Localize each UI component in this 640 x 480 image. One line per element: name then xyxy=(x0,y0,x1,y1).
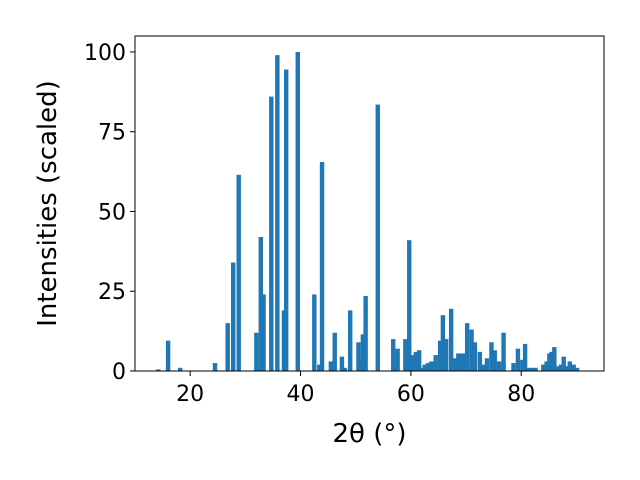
bar xyxy=(392,367,398,371)
bar xyxy=(363,296,368,371)
bar xyxy=(520,359,525,371)
x-axis-label: 2θ (°) xyxy=(332,419,406,449)
bar xyxy=(358,359,363,371)
bar xyxy=(391,339,396,371)
bar xyxy=(328,361,334,371)
bar xyxy=(544,361,549,371)
bar xyxy=(477,351,483,371)
bar xyxy=(492,350,497,371)
bar xyxy=(564,366,570,371)
bar xyxy=(269,96,274,372)
x-tick-label: 20 xyxy=(176,382,204,407)
y-tick-label: 0 xyxy=(112,360,126,385)
bar xyxy=(231,262,236,371)
bar xyxy=(155,369,161,371)
bar xyxy=(312,294,317,371)
bar xyxy=(356,342,361,371)
bar xyxy=(178,367,183,371)
x-axis-ticks: 20 40 60 80 xyxy=(176,371,535,407)
bar xyxy=(526,367,531,371)
bar xyxy=(419,367,425,371)
bar xyxy=(561,356,566,371)
y-tick-label: 50 xyxy=(98,200,126,225)
bar xyxy=(567,361,572,371)
bar xyxy=(522,343,528,371)
bar xyxy=(339,356,345,371)
bar xyxy=(409,355,415,371)
bar xyxy=(360,334,366,371)
bar xyxy=(515,348,521,371)
y-tick-label: 100 xyxy=(84,41,126,66)
bar xyxy=(437,340,443,371)
x-tick-label: 60 xyxy=(397,382,425,407)
bar xyxy=(574,367,580,371)
bar xyxy=(342,367,347,371)
bar xyxy=(547,353,552,371)
bar xyxy=(456,353,461,371)
plot-frame xyxy=(134,35,605,372)
bar xyxy=(317,364,322,371)
bar xyxy=(165,340,171,371)
bar xyxy=(275,55,280,371)
bar xyxy=(552,347,557,371)
bar xyxy=(462,353,467,371)
bar xyxy=(425,363,431,371)
bar xyxy=(496,361,502,371)
bar xyxy=(472,342,478,371)
bars-group xyxy=(155,51,580,372)
y-axis-label: Intensities (scaled) xyxy=(33,80,63,327)
bar xyxy=(440,315,446,371)
bar xyxy=(469,329,474,371)
bar xyxy=(375,104,380,371)
bar xyxy=(403,339,408,371)
bar xyxy=(295,51,300,371)
bar xyxy=(422,364,427,371)
bar xyxy=(395,348,400,371)
y-tick-label: 75 xyxy=(98,121,126,146)
bar xyxy=(261,294,266,371)
bar xyxy=(452,358,458,371)
bar xyxy=(254,332,259,371)
bar xyxy=(501,332,506,371)
bar xyxy=(225,323,230,371)
bar xyxy=(319,162,325,371)
bar xyxy=(554,366,560,371)
y-tick-label: 25 xyxy=(98,280,126,305)
bar xyxy=(571,364,576,371)
bar xyxy=(281,310,287,371)
bar xyxy=(413,351,419,371)
bar xyxy=(258,237,264,371)
bar xyxy=(558,364,564,371)
bar xyxy=(332,332,337,371)
x-tick-label: 40 xyxy=(287,382,315,407)
bar xyxy=(459,353,464,371)
bar xyxy=(429,361,434,371)
bar xyxy=(433,355,438,371)
bar xyxy=(533,367,538,371)
bar xyxy=(464,323,470,371)
bar xyxy=(484,358,490,371)
bar xyxy=(549,351,554,371)
bar xyxy=(530,367,535,371)
bar xyxy=(511,363,516,371)
bar xyxy=(443,339,449,371)
bar xyxy=(481,364,486,371)
bar xyxy=(407,240,412,371)
bar xyxy=(416,350,422,371)
bar xyxy=(489,342,494,371)
y-axis-ticks: 0 25 50 75 100 xyxy=(84,41,135,385)
x-tick-label: 80 xyxy=(507,382,535,407)
bar xyxy=(448,308,454,371)
bar xyxy=(347,310,353,371)
bar xyxy=(541,364,546,371)
bar xyxy=(212,363,218,371)
bar xyxy=(236,174,241,371)
bar xyxy=(283,69,289,371)
